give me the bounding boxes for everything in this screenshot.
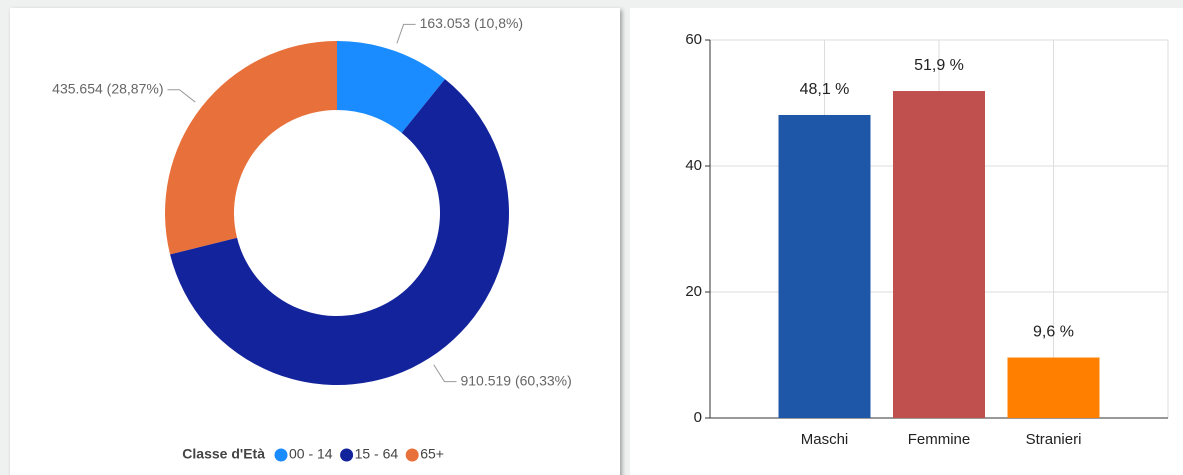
legend-label: 15 - 64 bbox=[355, 446, 399, 462]
y-tick-label: 60 bbox=[685, 31, 702, 48]
leader-line bbox=[433, 364, 457, 383]
x-tick-label: Stranieri bbox=[1026, 431, 1082, 448]
donut-slice bbox=[337, 41, 445, 133]
legend-label: 65+ bbox=[420, 446, 444, 462]
data-label: 51,9 % bbox=[914, 57, 964, 74]
leader-line bbox=[396, 23, 416, 44]
x-tick-label: Maschi bbox=[801, 431, 849, 448]
y-tick-label: 20 bbox=[685, 283, 702, 300]
data-label: 9,6 % bbox=[1033, 324, 1074, 341]
data-label: 48,1 % bbox=[800, 81, 850, 98]
legend-marker bbox=[274, 448, 288, 462]
legend-title: Classe d'Età bbox=[182, 446, 265, 462]
bar-chart: 0 20 40 60 48,1 % Maschi 51,9 % Femmine 9,6 % Str… bbox=[685, 31, 1169, 448]
bar bbox=[778, 114, 871, 418]
leader-line bbox=[167, 89, 196, 103]
bar bbox=[1007, 357, 1100, 418]
x-tick-label: Femmine bbox=[908, 431, 971, 448]
y-tick-label: 40 bbox=[685, 157, 702, 174]
donut-slice bbox=[165, 41, 337, 255]
donut-slice bbox=[170, 79, 509, 386]
legend-marker bbox=[405, 448, 419, 462]
y-tick-label: 0 bbox=[694, 409, 702, 426]
donut-chart: 163.053 (10,8%) 910.519 (60,33%) 435.654 (… bbox=[52, 15, 572, 462]
legend-label: 00 - 14 bbox=[289, 446, 333, 462]
data-label: 435.654 (28,87%) bbox=[52, 80, 163, 96]
data-label: 163.053 (10,8%) bbox=[420, 15, 524, 31]
legend-marker bbox=[340, 448, 354, 462]
data-label: 910.519 (60,33%) bbox=[460, 372, 571, 388]
bar bbox=[893, 91, 985, 418]
